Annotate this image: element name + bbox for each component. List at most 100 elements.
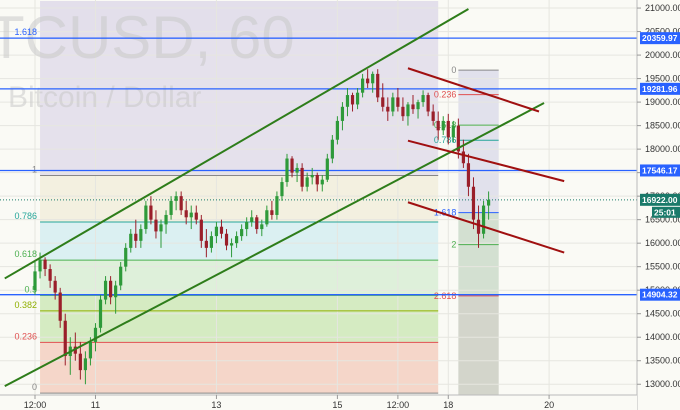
candle-body — [401, 106, 405, 117]
fib-left-label: 0.236 — [15, 331, 38, 341]
candle-body — [466, 163, 471, 187]
price-tick-label: 18500.00 — [645, 121, 680, 131]
candle-body — [350, 95, 355, 105]
candle-body — [391, 97, 395, 112]
price-axis[interactable]: 21000.00 20500.00 20000.00 19500.00 19000.00… — [636, 0, 680, 410]
candle-body — [396, 97, 400, 107]
candle-body — [149, 205, 153, 220]
candle-body — [88, 341, 93, 359]
candle-body — [124, 247, 128, 267]
candle-body — [83, 358, 87, 371]
fib-left-label: 0.382 — [15, 300, 38, 310]
fib-right-label: 0.236 — [434, 90, 457, 100]
candle-body — [426, 95, 430, 112]
symbol-watermark: TCUSD, 60 — [0, 4, 295, 71]
price-level-tag — [640, 82, 680, 95]
fib-right-label: 2.618 — [434, 291, 457, 301]
candle-body — [366, 78, 370, 84]
candle-body — [164, 214, 168, 225]
candle-body — [184, 210, 188, 218]
current-price-tag — [640, 193, 680, 206]
candle-body — [255, 217, 259, 230]
candle-body — [416, 102, 420, 110]
price-level-tag — [640, 32, 680, 45]
red-channel-upper — [407, 67, 540, 113]
price-level-tag — [640, 164, 680, 177]
candle-body — [98, 299, 103, 328]
candle-body — [235, 236, 239, 244]
candle-body — [436, 120, 440, 131]
fib-left-label: 0.5 — [25, 284, 38, 294]
trendlines[interactable] — [4, 8, 565, 388]
fib-right-label: 0.618 — [434, 120, 457, 130]
candle-body — [109, 280, 113, 298]
candle-body — [355, 92, 360, 105]
time-axis[interactable]: 12:00 11 13 15 12:00 18 20 — [0, 394, 637, 410]
candle-body — [229, 243, 234, 246]
fib-zone — [458, 295, 499, 395]
candle-body — [456, 125, 460, 152]
fib-zone — [40, 342, 439, 394]
price-tick-label: 19000.00 — [645, 97, 680, 107]
candle-body — [63, 320, 67, 357]
candle-body — [93, 327, 98, 342]
candle-body — [103, 280, 108, 300]
time-tick-label: 12:00 — [387, 400, 410, 410]
candle-body — [174, 196, 178, 201]
candle-body — [406, 104, 410, 117]
price-tick-label: 19500.00 — [645, 74, 680, 84]
fib-zone — [458, 70, 499, 213]
green-channel-lower — [4, 102, 545, 388]
time-tick-label: 15 — [332, 400, 342, 410]
fib-zone — [40, 175, 439, 223]
fib-retracement-right[interactable]: 0 0.236 0.618 0.786 1.618 2 2.618 — [434, 65, 499, 301]
time-tick-label: 13 — [211, 400, 221, 410]
candle-body — [487, 199, 491, 206]
time-tick-label: 11 — [91, 400, 100, 410]
candle-body — [78, 353, 82, 371]
price-tick-label: 20000.00 — [645, 50, 680, 60]
candle-body — [376, 73, 380, 98]
candle-body — [260, 224, 264, 230]
candle-body — [43, 259, 47, 270]
candle-body — [179, 196, 183, 211]
candle-body — [371, 73, 375, 84]
price-tick-label: 13500.00 — [645, 356, 680, 366]
time-tick-label: 20 — [544, 400, 554, 410]
fib-left-label: 0.618 — [15, 249, 38, 259]
candle-body — [250, 217, 254, 223]
candle-body — [240, 229, 244, 237]
candle-body — [144, 205, 148, 230]
price-tick-label: 14500.00 — [645, 309, 680, 319]
red-channel-lower — [407, 139, 565, 183]
candle-body — [280, 182, 284, 197]
candle-body — [154, 219, 158, 232]
candle-body — [361, 78, 365, 93]
countdown-tag — [652, 206, 680, 218]
candle-body — [114, 285, 118, 298]
candle-body — [411, 104, 415, 110]
candle-body — [189, 212, 193, 218]
candle-body — [451, 125, 455, 138]
candle-body — [33, 271, 37, 291]
price-level-label: 19281.96 — [642, 84, 678, 94]
fib-left-label: 1 — [32, 164, 37, 174]
time-axis-background — [0, 395, 637, 410]
candle-body — [224, 233, 229, 246]
price-tick-label: 15500.00 — [645, 262, 680, 272]
candle-body — [446, 120, 450, 138]
candle-body — [295, 167, 299, 173]
fib-left-label: 0.786 — [15, 211, 38, 221]
candle-body — [58, 292, 62, 321]
candle-body — [315, 174, 319, 185]
candle-body — [325, 158, 329, 180]
fib-left-label: 0 — [32, 382, 37, 392]
candle-body — [330, 139, 334, 159]
candle-body — [431, 111, 435, 121]
fib-right-label: 2 — [451, 240, 456, 250]
candle-body — [139, 229, 143, 241]
candle-body — [290, 158, 294, 173]
fib-right-label: 0 — [451, 65, 456, 75]
price-tick-label: 13000.00 — [645, 379, 680, 389]
